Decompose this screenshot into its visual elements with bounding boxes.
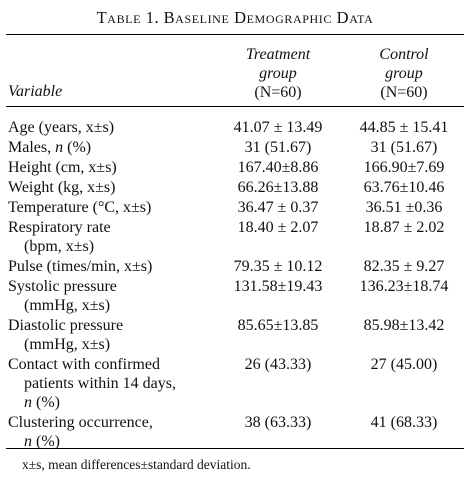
treatment-value: 79.35 ± 10.12 xyxy=(233,258,323,275)
control-value: 41 (68.33) xyxy=(370,414,438,431)
table-footnote: x±s, mean differences±standard deviation… xyxy=(22,457,251,472)
row-label-line: patients within 14 days, xyxy=(24,375,176,392)
treatment-column-header: Treatment group (N=60) xyxy=(216,45,340,102)
control-value: 31 (51.67) xyxy=(370,139,438,156)
control-value: 44.85 ± 15.41 xyxy=(359,119,449,136)
treatment-value: 36.47 ± 0.37 xyxy=(237,199,319,216)
table-caption: Table 1. Baseline Demographic Data xyxy=(0,8,470,28)
control-value: 85.98±13.42 xyxy=(363,317,445,334)
row-label-line: Pulse (times/min, x±s) xyxy=(8,258,153,275)
table-caption-prefix: Table 1. xyxy=(96,8,160,27)
control-column-header: Control group (N=60) xyxy=(344,45,464,102)
control-header-line1: Control xyxy=(379,46,429,63)
row-label-line: Temperature (°C, x±s) xyxy=(8,199,152,216)
control-value: 63.76±10.46 xyxy=(363,179,445,196)
row-label: Pulse (times/min, x±s) xyxy=(8,257,152,276)
header-rule xyxy=(6,106,464,107)
control-value: 166.90±7.69 xyxy=(363,159,445,176)
row-label-line: n (%) xyxy=(24,433,60,450)
row-label-line: Weight (kg, x±s) xyxy=(8,179,116,196)
bottom-rule xyxy=(6,448,464,450)
top-rule xyxy=(6,34,464,36)
row-label: Age (years, x±s) xyxy=(8,118,114,137)
treatment-value: 38 (63.33) xyxy=(244,414,312,431)
control-header-line2: group xyxy=(385,65,423,82)
row-label-line: Height (cm, x±s) xyxy=(8,159,117,176)
table-caption-title: Baseline Demographic Data xyxy=(163,8,374,27)
treatment-value: 18.40 ± 2.07 xyxy=(237,219,319,236)
row-label: Clustering occurrence, n (%) xyxy=(8,413,153,451)
treatment-value: 26 (43.33) xyxy=(244,356,312,373)
row-label-line: Contact with confirmed xyxy=(8,356,160,373)
row-label: Respiratory rate (bpm, x±s) xyxy=(8,218,111,256)
control-value: 18.87 ± 2.02 xyxy=(363,219,445,236)
row-label-line: Clustering occurrence, xyxy=(8,414,153,431)
treatment-value: 167.40±8.86 xyxy=(237,159,319,176)
control-value: 82.35 ± 9.27 xyxy=(363,258,445,275)
row-label-line: (mmHg, x±s) xyxy=(24,336,111,353)
variable-column-header: Variable xyxy=(8,83,63,100)
control-value: 36.51 ±0.36 xyxy=(365,199,443,216)
control-value: 136.23±18.74 xyxy=(359,278,449,295)
row-label-line: Males, n (%) xyxy=(8,139,92,156)
row-label-line: Diastolic pressure xyxy=(8,317,124,334)
treatment-value: 66.26±13.88 xyxy=(237,179,319,196)
row-label: Diastolic pressure (mmHg, x±s) xyxy=(8,316,123,354)
control-header-n: (N=60) xyxy=(380,84,428,101)
treatment-value: 131.58±19.43 xyxy=(233,278,323,295)
row-label: Males, n (%) xyxy=(8,138,91,157)
control-value: 27 (45.00) xyxy=(370,356,438,373)
row-label-line: n (%) xyxy=(24,394,60,411)
row-label-line: Respiratory rate xyxy=(8,219,111,236)
row-label: Systolic pressure (mmHg, x±s) xyxy=(8,277,117,315)
treatment-value: 31 (51.67) xyxy=(244,139,312,156)
treatment-value: 85.65±13.85 xyxy=(237,317,319,334)
treatment-header-line1: Treatment xyxy=(245,46,311,63)
row-label: Temperature (°C, x±s) xyxy=(8,198,151,217)
row-label-line: (mmHg, x±s) xyxy=(24,297,111,314)
row-label-line: Systolic pressure xyxy=(8,278,117,295)
row-label: Contact with confirmed patients within 14… xyxy=(8,355,176,412)
treatment-header-n: (N=60) xyxy=(254,84,302,101)
treatment-header-line2: group xyxy=(259,65,297,82)
row-label-line: (bpm, x±s) xyxy=(24,238,95,255)
row-label-line: Age (years, x±s) xyxy=(8,119,115,136)
treatment-value: 41.07 ± 13.49 xyxy=(233,119,323,136)
row-label: Weight (kg, x±s) xyxy=(8,178,115,197)
row-label: Height (cm, x±s) xyxy=(8,158,117,177)
